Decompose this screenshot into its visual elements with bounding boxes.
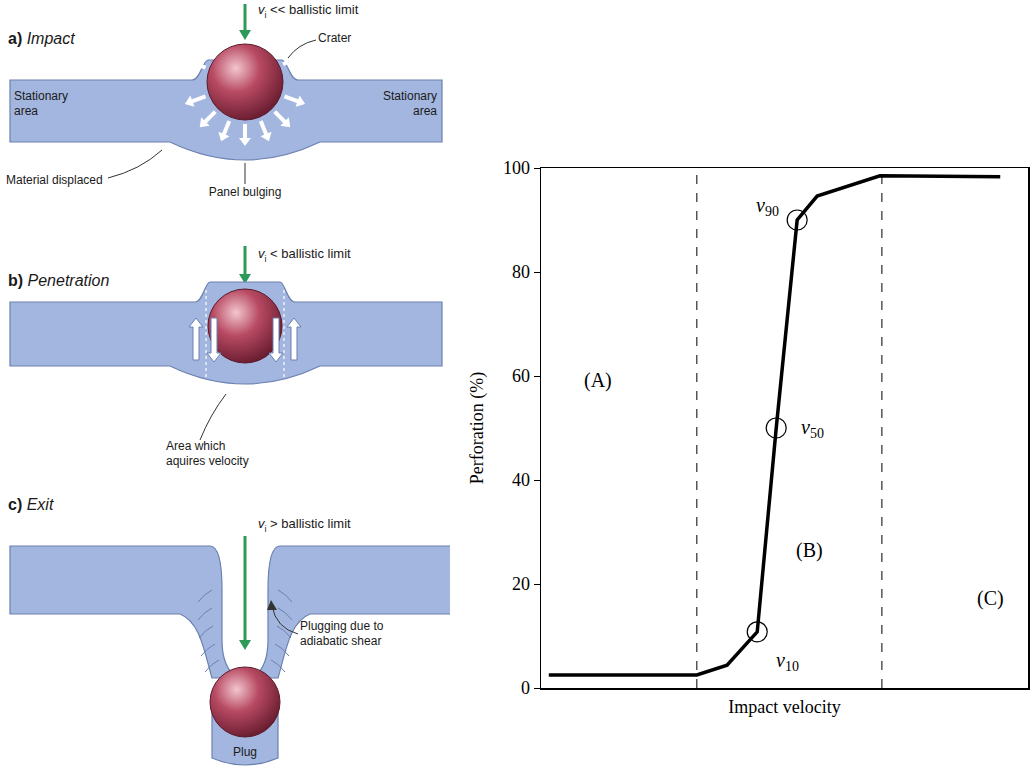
- svg-text:adiabatic shear: adiabatic shear: [300, 634, 381, 648]
- svg-text:Plug: Plug: [233, 745, 257, 759]
- svg-text:Perforation (%): Perforation (%): [467, 372, 488, 484]
- svg-text:c) Exit: c) Exit: [8, 496, 54, 513]
- svg-text:Area which: Area which: [166, 439, 225, 453]
- svg-text:Impact velocity: Impact velocity: [728, 697, 840, 717]
- svg-text:(C): (C): [977, 587, 1004, 610]
- svg-text:Crater: Crater: [318, 31, 351, 45]
- svg-text:(A): (A): [584, 369, 612, 392]
- svg-text:40: 40: [512, 470, 530, 490]
- svg-text:Plugging due to: Plugging due to: [300, 619, 384, 633]
- svg-text:vi << ballistic limit: vi << ballistic limit: [258, 2, 359, 20]
- svg-text:b) Penetration: b) Penetration: [8, 272, 109, 289]
- svg-text:Stationary: Stationary: [383, 89, 437, 103]
- svg-text:aquires velocity: aquires velocity: [166, 454, 249, 468]
- svg-text:Panel bulging: Panel bulging: [209, 185, 282, 199]
- svg-text:vi > ballistic limit: vi > ballistic limit: [258, 516, 351, 534]
- svg-text:Stationary: Stationary: [14, 89, 68, 103]
- svg-text:80: 80: [512, 262, 530, 282]
- svg-text:0: 0: [521, 678, 530, 698]
- svg-text:20: 20: [512, 574, 530, 594]
- svg-text:60: 60: [512, 366, 530, 386]
- svg-text:Material displaced: Material displaced: [6, 173, 103, 187]
- svg-text:v​10​: v​10​: [776, 649, 799, 674]
- svg-text:a) Impact: a) Impact: [8, 30, 75, 47]
- svg-text:area: area: [413, 104, 437, 118]
- svg-text:vi < ballistic limit: vi < ballistic limit: [258, 246, 351, 264]
- svg-text:100: 100: [503, 158, 530, 178]
- svg-text:v​90​: v​90​: [756, 194, 779, 219]
- svg-text:(B): (B): [796, 539, 823, 562]
- svg-text:v​50​: v​50​: [801, 416, 824, 441]
- svg-text:area: area: [14, 104, 38, 118]
